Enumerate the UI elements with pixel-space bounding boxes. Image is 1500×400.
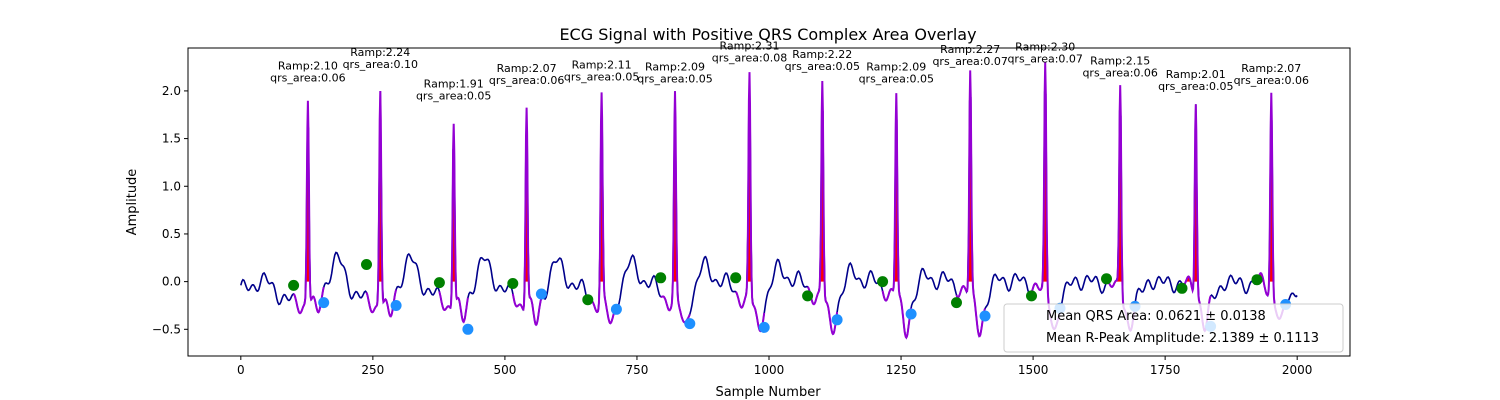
annotation-layer: Ramp:2.10qrs_area:0.06Ramp:2.24qrs_area:… (270, 39, 1309, 102)
r-amplitude-label: Ramp:2.07 (1241, 62, 1301, 75)
qrs-offset-marker (390, 300, 402, 311)
r-amplitude-label: Ramp:2.31 (719, 39, 779, 52)
r-amplitude-label: Ramp:2.09 (866, 60, 926, 73)
x-tick-label: 0 (237, 363, 245, 377)
qrs-offset-marker (905, 308, 917, 320)
r-amplitude-label: Ramp:2.24 (350, 46, 410, 59)
qrs-area-label: qrs_area:0.05 (564, 70, 639, 83)
qrs-segment-line (292, 100, 325, 315)
qrs-segment-line (955, 70, 986, 338)
x-tick-label: 250 (361, 363, 384, 377)
x-tick-label: 2000 (1282, 363, 1313, 377)
qrs-area-label: qrs_area:0.05 (785, 60, 860, 73)
y-axis-label: Amplitude (125, 169, 140, 236)
r-amplitude-label: Ramp:2.11 (572, 58, 632, 71)
qrs-onset-marker (802, 290, 814, 302)
qrs-area-label: qrs_area:0.08 (712, 51, 787, 64)
legend-box (1003, 303, 1344, 353)
r-amplitude-label: Ramp:1.91 (424, 78, 484, 91)
qrs-area-label: qrs_area:0.07 (1007, 52, 1082, 65)
r-amplitude-label: Ramp:2.27 (940, 43, 1000, 56)
r-amplitude-label: Ramp:2.22 (792, 48, 852, 61)
qrs-onset-marker (507, 278, 519, 289)
x-tick-label: 1500 (1018, 363, 1049, 377)
x-axis-label: Sample Number (715, 385, 821, 400)
r-amplitude-label: Ramp:2.01 (1166, 68, 1226, 81)
qrs-onset-marker (1026, 290, 1037, 302)
qrs-segment-line (806, 80, 839, 336)
qrs-area-label: qrs_area:0.06 (1082, 67, 1157, 80)
x-tick-label: 1000 (754, 363, 785, 377)
qrs-segment-line (881, 93, 913, 340)
legend-entry-mean-r-peak: Mean R-Peak Amplitude: 2.1389 ± 0.1113 (1046, 331, 1319, 346)
qrs-area-label: qrs_area:0.07 (932, 55, 1007, 68)
qrs-segment-line (511, 107, 543, 327)
qrs-area-label: qrs_area:0.05 (859, 72, 934, 85)
y-tick-label: 1.0 (162, 179, 181, 193)
r-amplitude-label: Ramp:2.30 (1015, 40, 1075, 53)
qrs-onset-marker (582, 294, 594, 306)
qrs-area-label: qrs_area:0.06 (1234, 74, 1309, 87)
qrs-area-label: qrs_area:0.06 (270, 71, 345, 84)
qrs-offset-marker (535, 288, 547, 300)
x-tick-label: 500 (493, 363, 516, 377)
y-tick-label: 1.5 (162, 132, 181, 146)
qrs-offset-marker (462, 323, 474, 335)
y-tick-label: −0.5 (152, 322, 181, 336)
qrs-offset-marker (318, 297, 330, 309)
qrs-offset-marker (758, 321, 770, 333)
r-amplitude-label: Ramp:2.10 (278, 59, 338, 72)
qrs-onset-marker (1251, 274, 1263, 286)
qrs-onset-marker (877, 276, 889, 288)
legend-entry-mean-qrs-area: Mean QRS Area: 0.0621 ± 0.0138 (1046, 309, 1266, 324)
qrs-offset-marker (610, 303, 622, 315)
x-tick-label: 1250 (886, 363, 917, 377)
qrs-onset-marker (1101, 273, 1112, 285)
qrs-offset-marker (684, 318, 696, 330)
tick-layer: 0 250 500 750 1000 1250 1500 1750 2000 −0.5 0.0 0.5… (152, 84, 1313, 377)
qrs-onset-marker (433, 277, 445, 289)
r-amplitude-label: Ramp:2.09 (645, 60, 705, 73)
qrs-area-label: qrs_area:0.06 (489, 74, 564, 87)
legend: Mean QRS Area: 0.0621 ± 0.0138 Mean R-Pe… (1003, 303, 1344, 353)
qrs-offset-marker (979, 310, 991, 322)
qrs-onset-marker (655, 272, 667, 284)
qrs-area-label: qrs_area:0.05 (637, 72, 712, 85)
qrs-area-label: qrs_area:0.10 (343, 58, 418, 71)
y-tick-label: 0.0 (162, 275, 181, 289)
chart-title: ECG Signal with Positive QRS Complex Are… (559, 25, 976, 44)
x-tick-label: 750 (626, 363, 649, 377)
qrs-area-label: qrs_area:0.05 (1158, 80, 1233, 93)
y-tick-label: 2.0 (162, 84, 181, 98)
x-tick-label: 1750 (1150, 363, 1181, 377)
qrs-onset-marker (730, 272, 742, 284)
r-amplitude-label: Ramp:2.15 (1090, 55, 1150, 68)
qrs-onset-marker (288, 279, 300, 291)
qrs-onset-marker (1176, 282, 1188, 294)
qrs-onset-marker (951, 297, 962, 309)
qrs-segment-line (438, 123, 469, 324)
qrs-area-label: qrs_area:0.05 (416, 90, 491, 103)
qrs-offset-marker (831, 314, 843, 326)
y-tick-label: 0.5 (162, 227, 181, 241)
qrs-segment-line (365, 90, 398, 318)
r-amplitude-label: Ramp:2.07 (497, 62, 557, 75)
qrs-onset-marker (361, 259, 372, 270)
